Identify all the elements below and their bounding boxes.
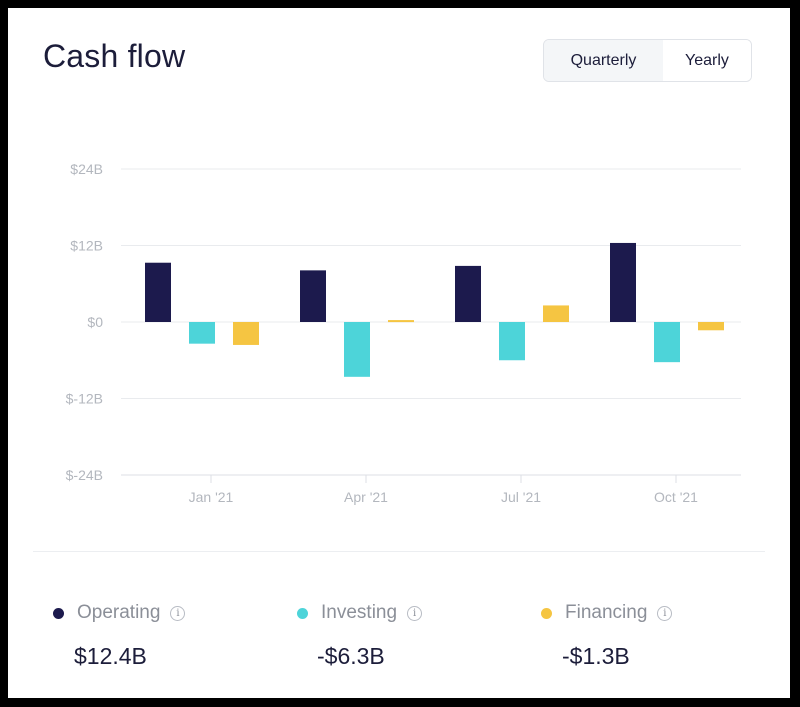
info-icon[interactable]: i — [407, 605, 423, 621]
bar-operating — [145, 262, 171, 322]
bar-financing — [388, 320, 414, 323]
cash-flow-card: Cash flow Quarterly Yearly $24B $12B $0 $-1… — [8, 8, 790, 698]
x-tick-label: Oct '21 — [654, 489, 698, 505]
y-tick-label: $12B — [70, 238, 103, 254]
bar-financing — [698, 322, 724, 331]
legend-label-financing: Financing — [565, 602, 648, 623]
financing-dot-icon — [541, 607, 552, 619]
legend-label-operating: Operating — [77, 602, 161, 623]
quarterly-button[interactable]: Quarterly — [544, 40, 663, 81]
bar-operating — [300, 270, 326, 322]
divider — [33, 551, 765, 552]
bar-investing — [344, 322, 370, 377]
bar-investing — [189, 322, 215, 344]
legend-label-investing: Investing — [321, 602, 398, 623]
operating-dot-icon — [53, 607, 64, 619]
x-tick-label: Apr '21 — [344, 489, 388, 505]
legend-item-operating: Operating i $12.4B — [53, 602, 186, 669]
y-tick-label: $24B — [70, 161, 103, 177]
yearly-button[interactable]: Yearly — [663, 40, 751, 81]
legend-item-financing: Financing i -$1.3B — [541, 602, 673, 669]
bar-financing — [543, 305, 569, 322]
y-tick-label: $-12B — [66, 391, 103, 407]
period-toggle: Quarterly Yearly — [543, 39, 752, 82]
bar-investing — [654, 322, 680, 363]
x-tick-label: Jul '21 — [501, 489, 541, 505]
legend-item-investing: Investing i -$6.3B — [297, 602, 423, 669]
info-icon[interactable]: i — [657, 605, 673, 621]
page-title: Cash flow — [43, 38, 186, 74]
bar-investing — [499, 322, 525, 361]
bar-financing — [233, 322, 259, 345]
cash-flow-chart: $24B $12B $0 $-12B $-24B Jan '21 Apr '21 Jul '2… — [66, 161, 741, 505]
x-tick-label: Jan '21 — [189, 489, 234, 505]
y-tick-label: $-24B — [66, 467, 103, 483]
legend-value-financing: -$1.3B — [562, 643, 630, 669]
bar-operating — [610, 242, 636, 322]
y-tick-label: $0 — [87, 314, 103, 330]
legend-value-investing: -$6.3B — [317, 643, 385, 669]
legend-value-operating: $12.4B — [74, 643, 147, 669]
bar-operating — [455, 265, 481, 322]
info-icon[interactable]: i — [170, 605, 186, 621]
investing-dot-icon — [297, 607, 308, 619]
